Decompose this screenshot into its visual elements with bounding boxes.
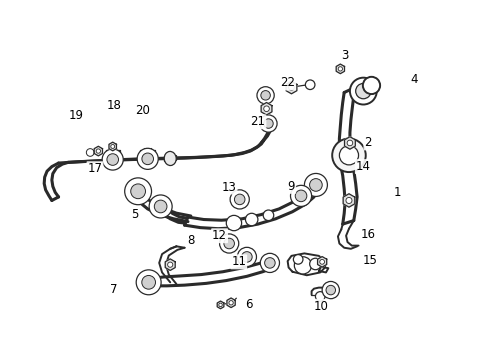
Circle shape [355, 84, 370, 99]
Text: 1: 1 [393, 186, 401, 199]
Circle shape [142, 153, 153, 165]
Circle shape [293, 255, 303, 264]
Circle shape [338, 67, 342, 71]
Text: 16: 16 [360, 228, 375, 241]
Text: 19: 19 [68, 109, 83, 122]
Circle shape [309, 258, 321, 270]
Circle shape [234, 194, 244, 205]
Text: 22: 22 [280, 76, 295, 90]
Text: 12: 12 [212, 229, 226, 242]
Circle shape [304, 174, 327, 197]
Text: 13: 13 [221, 181, 236, 194]
Polygon shape [317, 257, 326, 267]
Circle shape [260, 91, 270, 100]
Polygon shape [226, 298, 235, 307]
Circle shape [149, 195, 172, 218]
Text: 14: 14 [355, 160, 370, 173]
Circle shape [230, 190, 249, 209]
Text: 8: 8 [187, 234, 194, 247]
Circle shape [263, 106, 269, 112]
Polygon shape [165, 259, 175, 270]
Circle shape [345, 197, 351, 203]
Circle shape [290, 185, 311, 206]
Circle shape [325, 285, 335, 295]
Ellipse shape [164, 152, 176, 166]
Text: 9: 9 [287, 180, 295, 193]
Polygon shape [343, 194, 354, 207]
Circle shape [241, 252, 252, 262]
Circle shape [362, 77, 379, 94]
Text: 2: 2 [364, 136, 371, 149]
Text: 7: 7 [110, 283, 118, 296]
Circle shape [237, 247, 256, 266]
Text: 15: 15 [362, 254, 377, 267]
Polygon shape [94, 146, 102, 156]
Circle shape [226, 215, 241, 231]
Polygon shape [261, 103, 271, 115]
Circle shape [245, 213, 257, 226]
Circle shape [130, 184, 145, 199]
Circle shape [349, 78, 376, 104]
Circle shape [137, 148, 158, 169]
Circle shape [260, 253, 279, 273]
Text: 21: 21 [250, 115, 265, 128]
Circle shape [263, 210, 273, 221]
Text: 3: 3 [341, 49, 348, 62]
Text: 10: 10 [313, 300, 328, 313]
Circle shape [219, 234, 238, 253]
Text: 6: 6 [245, 298, 252, 311]
Circle shape [309, 179, 322, 191]
Circle shape [319, 260, 324, 264]
Text: 20: 20 [135, 104, 150, 117]
Circle shape [107, 154, 118, 165]
Circle shape [305, 80, 314, 90]
Polygon shape [344, 137, 355, 149]
Circle shape [86, 149, 94, 156]
Circle shape [346, 140, 352, 146]
Circle shape [264, 258, 275, 268]
Circle shape [136, 270, 161, 295]
Text: 18: 18 [106, 99, 122, 112]
Circle shape [224, 238, 234, 249]
Circle shape [124, 178, 151, 205]
Circle shape [288, 85, 294, 90]
Circle shape [295, 190, 306, 202]
Circle shape [331, 139, 365, 172]
Polygon shape [336, 64, 344, 74]
Circle shape [322, 282, 339, 299]
Circle shape [263, 119, 273, 128]
Circle shape [228, 301, 233, 305]
Circle shape [315, 292, 325, 301]
Circle shape [111, 145, 114, 148]
Circle shape [102, 149, 123, 170]
Circle shape [142, 275, 155, 289]
Polygon shape [285, 81, 296, 94]
Circle shape [256, 87, 274, 104]
Text: 4: 4 [410, 73, 418, 86]
Circle shape [339, 146, 358, 165]
Polygon shape [217, 301, 224, 309]
Circle shape [96, 149, 101, 153]
Text: 11: 11 [231, 255, 246, 268]
Polygon shape [109, 142, 116, 151]
Text: 5: 5 [131, 208, 139, 221]
Circle shape [167, 262, 172, 267]
Circle shape [294, 257, 311, 274]
Circle shape [218, 303, 222, 307]
Circle shape [259, 115, 277, 132]
Circle shape [154, 200, 166, 213]
Text: 17: 17 [87, 162, 102, 175]
